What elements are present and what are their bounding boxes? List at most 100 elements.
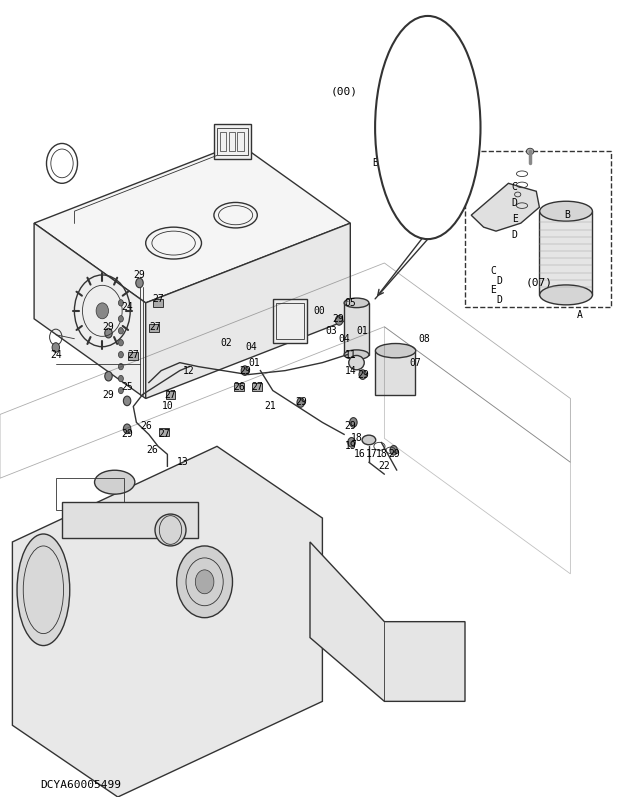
Bar bbox=[234, 383, 244, 391]
Ellipse shape bbox=[376, 344, 416, 358]
Bar bbox=[153, 299, 163, 307]
Text: E: E bbox=[490, 285, 496, 295]
Circle shape bbox=[118, 316, 123, 322]
Text: 19: 19 bbox=[345, 442, 356, 451]
Polygon shape bbox=[310, 542, 465, 701]
Text: 29: 29 bbox=[122, 430, 133, 439]
Polygon shape bbox=[12, 446, 322, 797]
Bar bbox=[229, 132, 235, 151]
Text: 29: 29 bbox=[103, 390, 114, 399]
Circle shape bbox=[335, 316, 343, 325]
Text: 29: 29 bbox=[345, 422, 356, 431]
Text: 24: 24 bbox=[50, 350, 61, 359]
Text: 26: 26 bbox=[140, 422, 151, 431]
Circle shape bbox=[350, 418, 357, 427]
Bar bbox=[159, 428, 169, 436]
Circle shape bbox=[390, 446, 397, 455]
Polygon shape bbox=[34, 223, 146, 398]
Text: 22: 22 bbox=[379, 461, 390, 471]
Text: DCYA60005499: DCYA60005499 bbox=[40, 780, 121, 790]
Circle shape bbox=[359, 370, 366, 379]
Circle shape bbox=[118, 387, 123, 394]
Text: 07: 07 bbox=[410, 358, 421, 367]
Text: 02: 02 bbox=[221, 338, 232, 347]
Text: 04: 04 bbox=[246, 342, 257, 351]
Text: E: E bbox=[512, 214, 518, 224]
Text: 29: 29 bbox=[388, 450, 399, 459]
Text: 18: 18 bbox=[351, 434, 362, 443]
Circle shape bbox=[424, 161, 432, 171]
Text: A: A bbox=[577, 310, 583, 320]
Circle shape bbox=[118, 375, 123, 382]
Text: D: D bbox=[496, 295, 502, 304]
Text: 00: 00 bbox=[314, 306, 325, 316]
Text: 24: 24 bbox=[122, 302, 133, 312]
FancyBboxPatch shape bbox=[465, 151, 611, 307]
Text: 29: 29 bbox=[357, 370, 368, 379]
Text: B: B bbox=[564, 210, 570, 220]
Bar bbox=[539, 211, 592, 295]
Polygon shape bbox=[471, 183, 539, 231]
Circle shape bbox=[177, 546, 232, 618]
Text: A: A bbox=[378, 119, 384, 128]
Ellipse shape bbox=[539, 202, 593, 222]
Text: 13: 13 bbox=[177, 457, 188, 467]
Ellipse shape bbox=[414, 47, 448, 65]
Text: 21: 21 bbox=[264, 402, 275, 411]
Polygon shape bbox=[146, 223, 350, 398]
Text: 12: 12 bbox=[184, 366, 195, 375]
Bar bbox=[237, 132, 244, 151]
Bar bbox=[344, 303, 369, 355]
Circle shape bbox=[297, 398, 304, 407]
Text: 27: 27 bbox=[159, 430, 170, 439]
Text: 16: 16 bbox=[354, 450, 365, 459]
Bar bbox=[413, 90, 443, 124]
Circle shape bbox=[195, 570, 214, 594]
Text: 27: 27 bbox=[149, 322, 161, 332]
Ellipse shape bbox=[344, 298, 369, 308]
Bar bbox=[56, 478, 124, 510]
Text: 29: 29 bbox=[134, 270, 145, 280]
Text: 29: 29 bbox=[239, 366, 250, 375]
Text: 01: 01 bbox=[357, 326, 368, 336]
Bar bbox=[273, 299, 307, 343]
Text: 03: 03 bbox=[326, 326, 337, 336]
Ellipse shape bbox=[412, 135, 443, 152]
Text: D: D bbox=[512, 198, 518, 208]
Circle shape bbox=[52, 343, 60, 352]
Bar bbox=[252, 383, 262, 391]
Text: 11: 11 bbox=[345, 350, 356, 359]
Ellipse shape bbox=[413, 118, 443, 129]
Text: 17: 17 bbox=[366, 450, 378, 459]
Text: (07): (07) bbox=[526, 278, 553, 288]
Circle shape bbox=[123, 396, 131, 406]
Ellipse shape bbox=[155, 514, 186, 546]
Ellipse shape bbox=[526, 148, 534, 155]
Ellipse shape bbox=[539, 285, 593, 304]
Text: 27: 27 bbox=[153, 294, 164, 304]
Circle shape bbox=[118, 328, 123, 334]
Ellipse shape bbox=[375, 16, 480, 239]
Text: 26: 26 bbox=[146, 446, 157, 455]
Bar bbox=[220, 132, 226, 151]
Text: 18: 18 bbox=[376, 450, 387, 459]
Circle shape bbox=[118, 300, 123, 306]
Text: 29: 29 bbox=[295, 398, 306, 407]
Bar bbox=[62, 502, 198, 538]
Circle shape bbox=[123, 424, 131, 434]
Text: 10: 10 bbox=[162, 402, 173, 411]
Text: 04: 04 bbox=[339, 334, 350, 344]
Circle shape bbox=[96, 303, 108, 319]
Text: 25: 25 bbox=[122, 382, 133, 391]
Bar bbox=[276, 303, 304, 339]
Bar bbox=[149, 324, 159, 332]
Text: 01: 01 bbox=[249, 358, 260, 367]
Ellipse shape bbox=[362, 435, 376, 445]
Text: 27: 27 bbox=[128, 350, 139, 359]
Text: 14: 14 bbox=[345, 366, 356, 375]
Text: 29: 29 bbox=[103, 322, 114, 332]
Text: D: D bbox=[496, 276, 502, 285]
Text: 27: 27 bbox=[252, 382, 263, 391]
Polygon shape bbox=[34, 143, 350, 303]
Circle shape bbox=[105, 328, 112, 338]
